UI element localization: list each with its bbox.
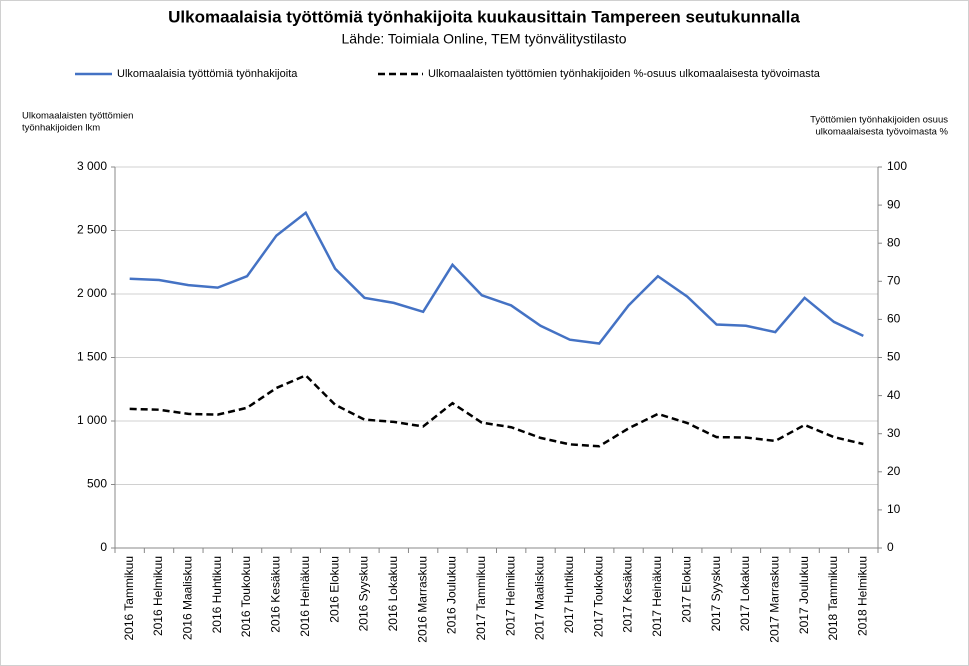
y2-tick-label: 70	[887, 273, 901, 287]
y-tick-label: 0	[100, 540, 107, 554]
y-tick-label: 500	[87, 477, 107, 491]
legend-label: Ulkomaalaisten työttömien työnhakijoiden…	[428, 68, 821, 80]
x-tick-label: 2016 Marraskuu	[415, 556, 429, 643]
x-tick-label: 2016 Kesäkuu	[269, 556, 283, 633]
x-tick-label: 2016 Heinäkuu	[298, 556, 312, 637]
x-tick-label: 2016 Syyskuu	[357, 556, 371, 631]
x-tick-label: 2017 Maaliskuu	[533, 556, 547, 640]
x-tick-label: 2018 Helmikuu	[855, 556, 869, 636]
y2-tick-label: 50	[887, 350, 901, 364]
x-tick-label: 2017 Huhtikuu	[562, 556, 576, 633]
x-tick-label: 2017 Joulukuu	[797, 556, 811, 634]
series-line	[129, 373, 864, 448]
y2-tick-label: 90	[887, 197, 901, 211]
x-tick-label: 2016 Elokuu	[327, 556, 341, 623]
y2-tick-label: 40	[887, 388, 901, 402]
y2-tick-label: 80	[887, 235, 901, 249]
x-tick-label: 2017 Tammikuu	[474, 556, 488, 641]
y-tick-label: 1 000	[77, 413, 107, 427]
x-tick-label: 2017 Elokuu	[679, 556, 693, 623]
y2-tick-label: 20	[887, 464, 901, 478]
x-tick-label: 2016 Toukokuu	[239, 556, 253, 637]
y-tick-label: 3 000	[77, 159, 107, 173]
x-tick-label: 2016 Tammikuu	[122, 556, 136, 641]
y2-axis-title: ulkomaalaisesta työvoimasta %	[815, 127, 948, 138]
x-tick-label: 2017 Lokakuu	[738, 556, 752, 631]
chart-title: Ulkomaalaisia työttömiä työnhakijoita ku…	[168, 7, 800, 26]
x-tick-label: 2016 Lokakuu	[386, 556, 400, 631]
y-tick-label: 2 000	[77, 286, 107, 300]
chart-subtitle: Lähde: Toimiala Online, TEM työnvälityst…	[341, 31, 626, 47]
x-tick-label: 2016 Joulukuu	[445, 556, 459, 634]
y2-tick-label: 60	[887, 312, 901, 326]
y2-tick-label: 0	[887, 540, 894, 554]
x-tick-label: 2017 Marraskuu	[767, 556, 781, 643]
y-tick-label: 1 500	[77, 350, 107, 364]
series-line	[129, 210, 864, 345]
x-tick-label: 2017 Syyskuu	[709, 556, 723, 631]
y2-tick-label: 100	[887, 159, 907, 173]
x-tick-label: 2017 Kesäkuu	[621, 556, 635, 633]
x-tick-label: 2018 Tammikuu	[826, 556, 840, 641]
x-tick-label: 2017 Helmikuu	[503, 556, 517, 636]
y2-axis-title: Työttömien työnhakijoiden osuus	[810, 115, 948, 126]
x-tick-label: 2016 Huhtikuu	[210, 556, 224, 633]
x-tick-label: 2016 Helmikuu	[151, 556, 165, 636]
y-axis-title: työnhakijoiden lkm	[22, 123, 100, 134]
x-tick-label: 2016 Maaliskuu	[181, 556, 195, 640]
x-tick-label: 2017 Toukokuu	[591, 556, 605, 637]
legend-label: Ulkomaalaisia työttömiä työnhakijoita	[117, 68, 298, 80]
x-tick-label: 2017 Heinäkuu	[650, 556, 664, 637]
y2-tick-label: 30	[887, 426, 901, 440]
y-axis-title: Ulkomaalaisten työttömien	[22, 111, 133, 122]
y-tick-label: 2 500	[77, 223, 107, 237]
y2-tick-label: 10	[887, 502, 901, 516]
